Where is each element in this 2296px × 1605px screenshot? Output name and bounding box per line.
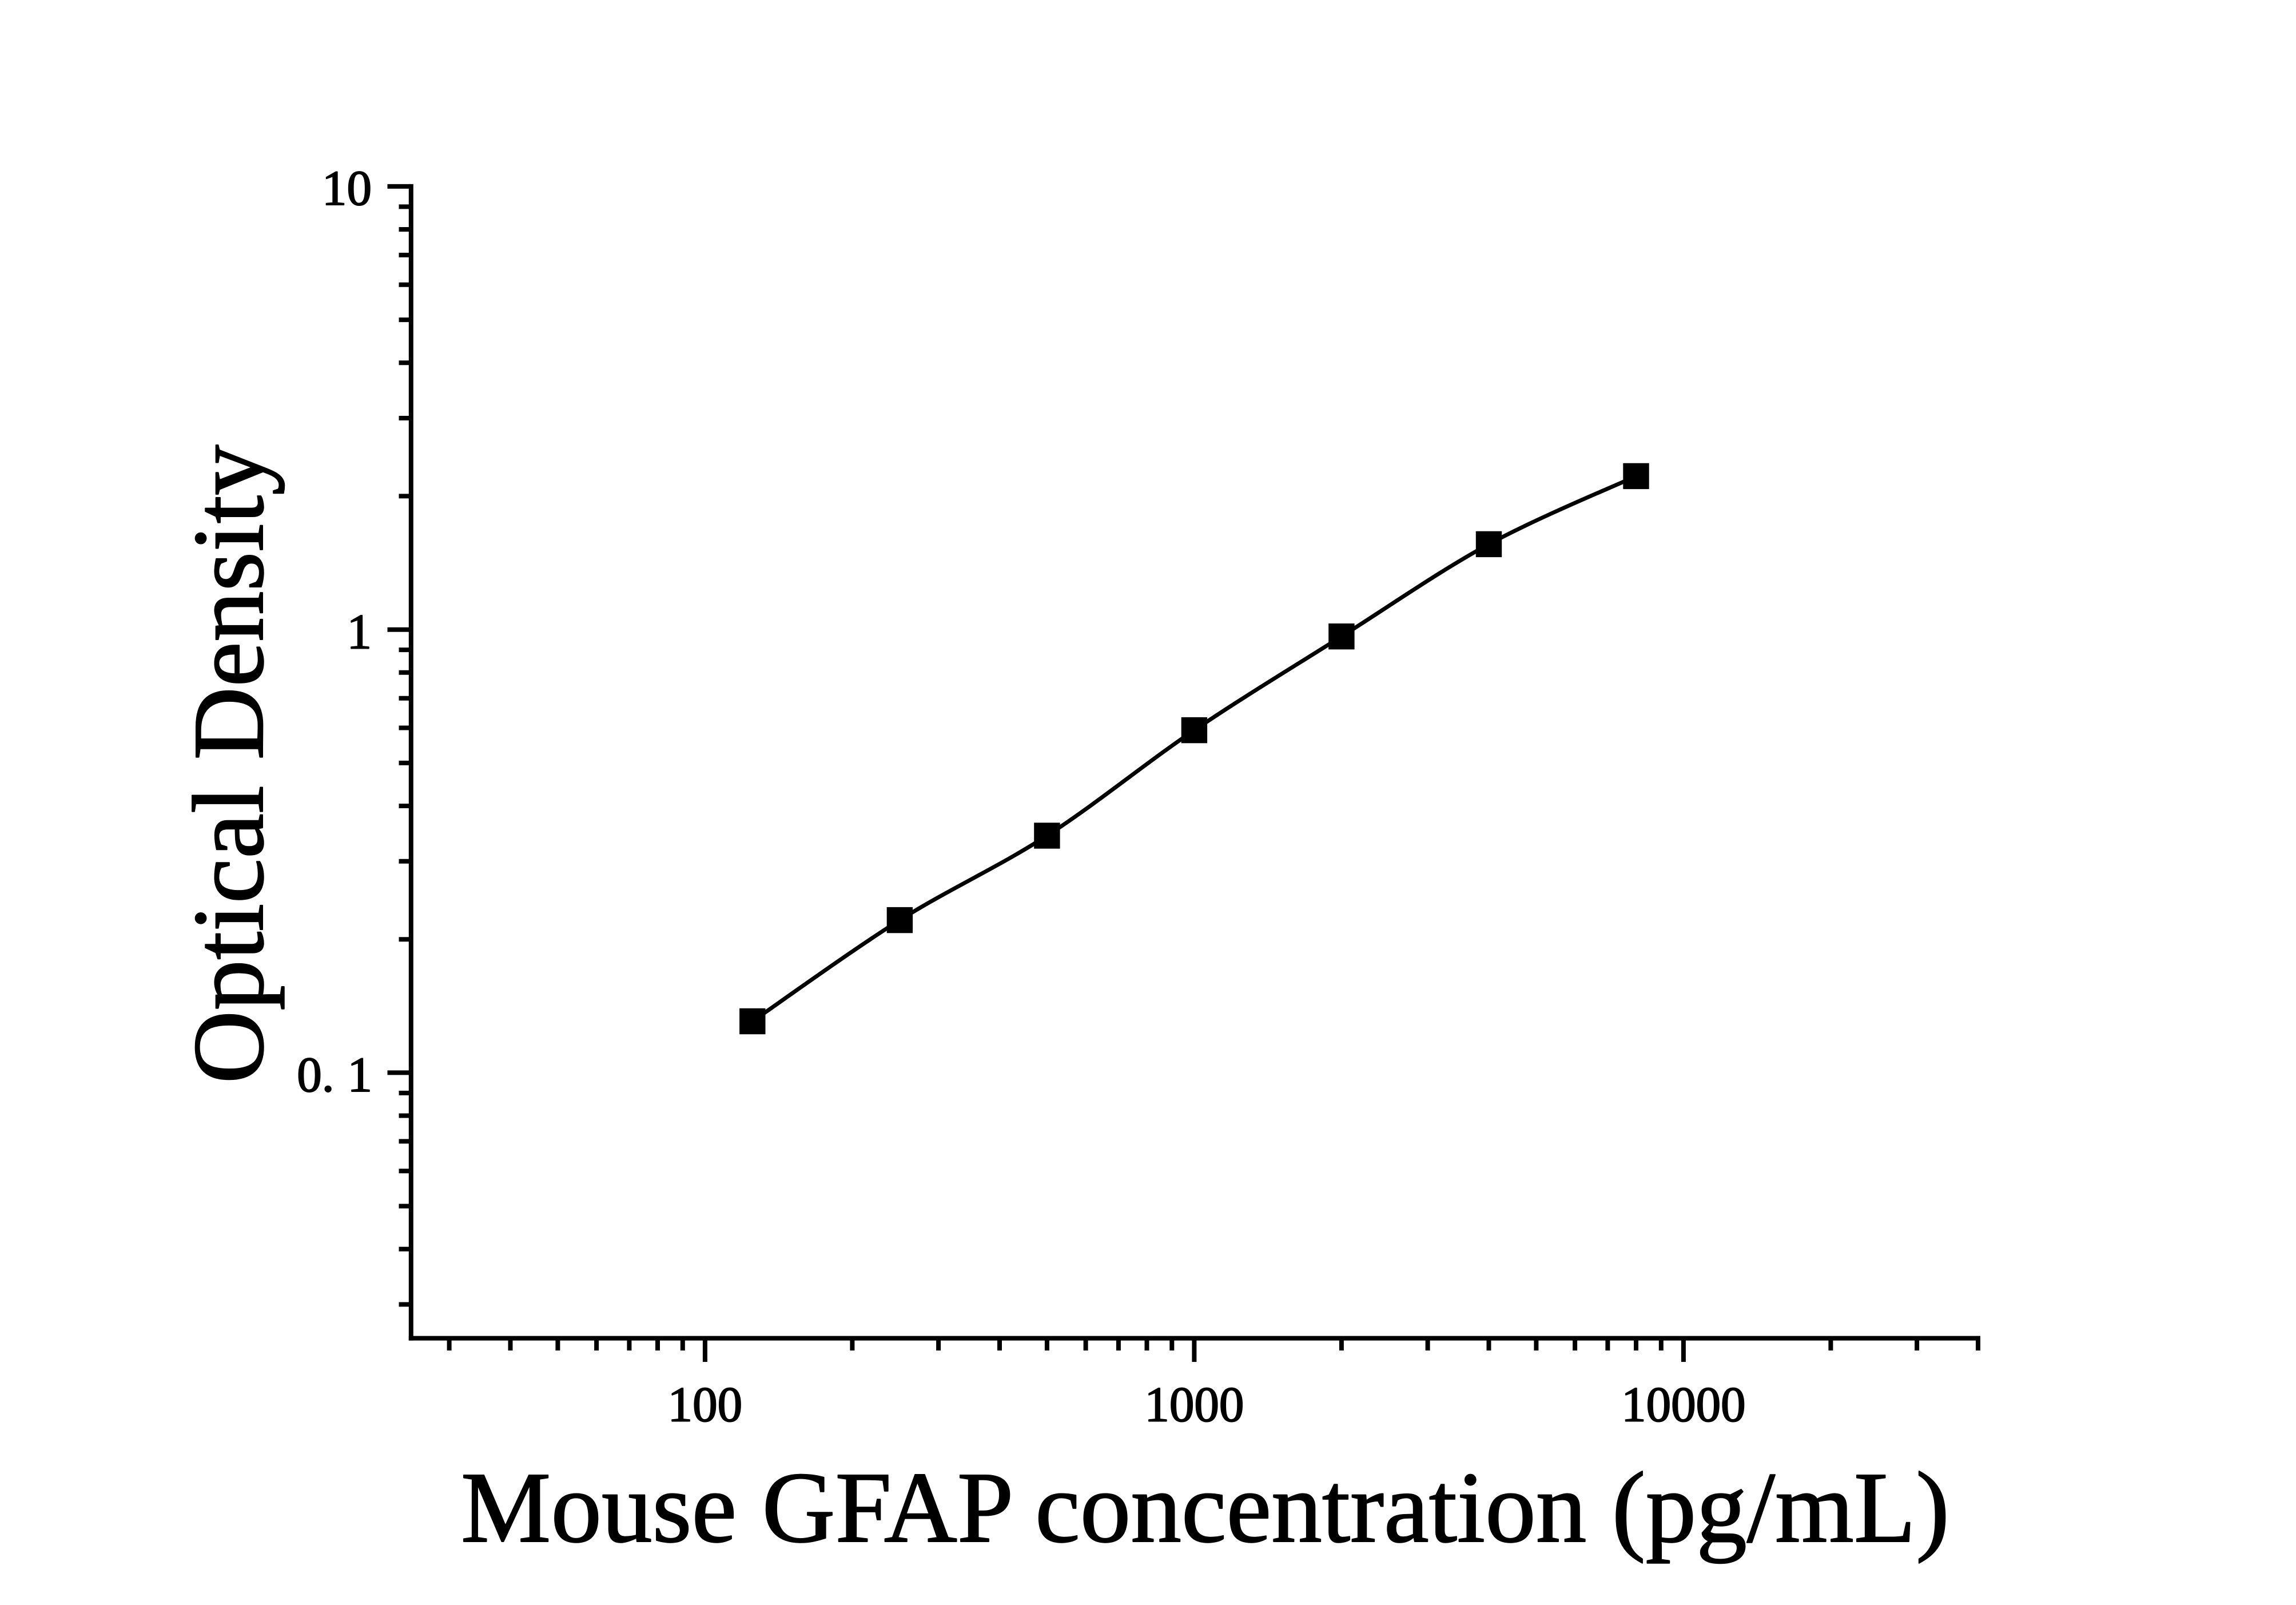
svg-text:Mouse GFAP concentration (pg/m: Mouse GFAP concentration (pg/mL) xyxy=(461,1452,1949,1564)
svg-text:1000: 1000 xyxy=(1144,1376,1244,1432)
svg-text:1: 1 xyxy=(347,604,372,660)
svg-text:100: 100 xyxy=(668,1376,743,1432)
svg-text:10000: 10000 xyxy=(1621,1376,1746,1432)
svg-text:Optical Density: Optical Density xyxy=(173,444,285,1083)
svg-text:10: 10 xyxy=(322,160,372,216)
